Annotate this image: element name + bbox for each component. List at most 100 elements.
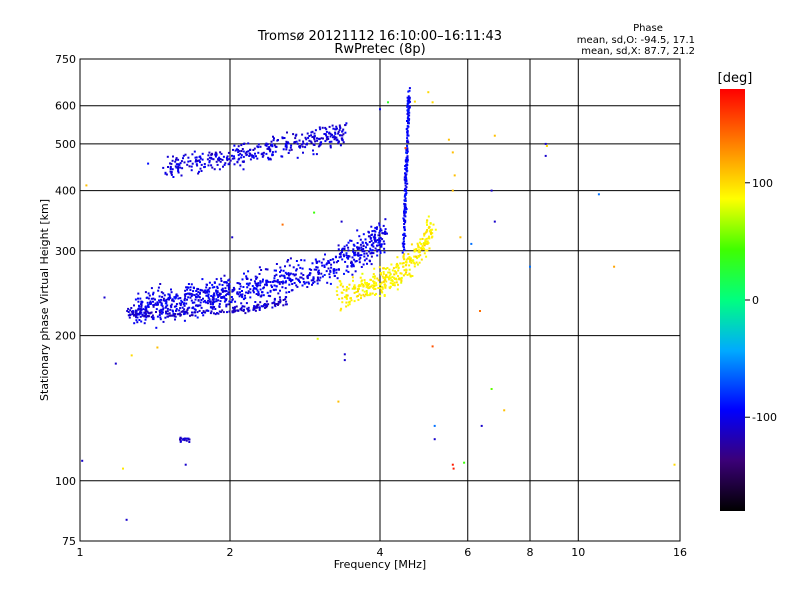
echo-point (246, 307, 249, 310)
echo-point (348, 255, 351, 258)
echo-point (140, 301, 143, 304)
echo-point (245, 153, 248, 156)
echo-point (238, 287, 241, 290)
echo-point (341, 251, 343, 253)
echo-point (207, 309, 210, 312)
echo-point (329, 269, 332, 272)
echo-point (300, 276, 303, 279)
echo-point (138, 319, 141, 321)
echo-point (378, 244, 381, 246)
echo-point (384, 284, 387, 287)
echo-point (195, 290, 198, 292)
echo-point (165, 305, 168, 308)
echo-point (406, 144, 408, 147)
echo-point (275, 269, 277, 272)
echo-point (177, 170, 180, 173)
echo-point (184, 295, 187, 297)
echo-point (393, 273, 396, 276)
echo-point (249, 291, 252, 294)
echo-point (389, 282, 392, 285)
echo-point (186, 307, 189, 310)
echo-point (365, 293, 368, 296)
echo-point (324, 133, 327, 136)
echo-point (403, 223, 406, 225)
echo-point (275, 273, 278, 276)
echo-point (265, 281, 268, 284)
echo-point (308, 282, 310, 285)
echo-point (214, 313, 217, 316)
echo-point (404, 264, 407, 267)
echo-point (427, 242, 430, 244)
echo-point (244, 294, 246, 297)
echo-point (184, 437, 186, 440)
echo-point (215, 298, 218, 301)
echo-point (371, 284, 374, 287)
echo-point (326, 135, 329, 138)
noise-point (545, 145, 548, 147)
echo-point (225, 294, 227, 297)
echo-point (260, 269, 263, 271)
echo-point (233, 288, 236, 291)
echo-point (183, 312, 186, 315)
echo-point (360, 280, 363, 283)
noise-point (343, 359, 346, 362)
echo-point (160, 302, 163, 305)
echo-point (372, 280, 375, 283)
echo-point (347, 287, 350, 290)
echo-point (277, 292, 280, 295)
echo-point (239, 152, 242, 155)
echo-point (291, 279, 294, 281)
echo-point (173, 296, 176, 299)
noise-point (447, 138, 450, 141)
noise-point (529, 265, 531, 268)
echo-point (266, 291, 269, 294)
echo-point (368, 259, 371, 262)
echo-point (381, 286, 384, 289)
noise-point (231, 236, 234, 239)
echo-point (406, 103, 409, 106)
noise-point (103, 296, 106, 299)
echo-point (338, 297, 341, 300)
echo-point (312, 276, 315, 279)
echo-point (143, 315, 146, 318)
echo-point (351, 276, 354, 279)
echo-point (158, 309, 161, 312)
echo-point (256, 276, 259, 279)
echo-point (325, 270, 328, 273)
echo-point (363, 290, 366, 293)
echo-point (223, 163, 226, 166)
echo-point (302, 140, 305, 143)
echo-point (264, 268, 267, 271)
x-tick-label: 8 (527, 546, 534, 559)
echo-point (227, 286, 230, 289)
echo-point (359, 238, 362, 241)
echo-point (188, 306, 191, 309)
echo-point (389, 273, 392, 276)
echo-point (169, 304, 172, 307)
echo-point (307, 136, 310, 139)
echo-point (168, 298, 170, 301)
echo-point (239, 164, 242, 167)
echo-point (204, 291, 207, 294)
echo-point (279, 275, 282, 278)
echo-point (234, 306, 236, 309)
echo-point (174, 315, 177, 318)
echo-point (403, 189, 406, 192)
x-axis-ticks: 1 2 4 6 8 10 16 (77, 546, 688, 559)
echo-point (350, 260, 353, 263)
echo-point (151, 314, 154, 317)
echo-point (241, 148, 244, 150)
echo-point (338, 129, 341, 132)
echo-point (383, 232, 386, 235)
echo-point (240, 150, 243, 152)
echo-point (217, 158, 220, 161)
echo-point (158, 295, 161, 298)
echo-point (342, 288, 345, 291)
echo-point (296, 285, 299, 288)
echo-point (395, 281, 398, 284)
echo-point (241, 293, 244, 296)
echo-point (247, 292, 250, 295)
echo-point (323, 266, 326, 268)
echo-point (363, 259, 366, 262)
echo-point (245, 275, 248, 278)
